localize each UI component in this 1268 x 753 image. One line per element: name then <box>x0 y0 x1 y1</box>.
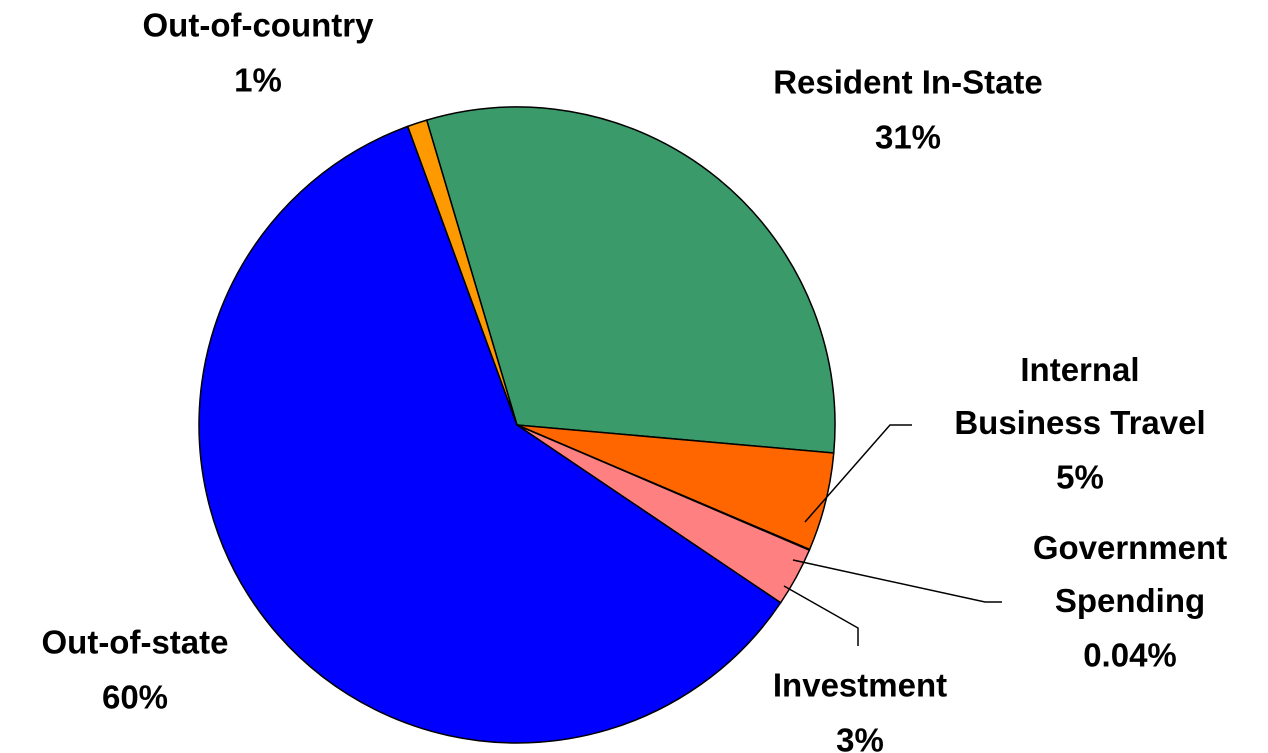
leader-lines <box>783 424 1002 646</box>
slice-value-label: 3% <box>836 722 884 753</box>
slice-label: Government Spending <box>1033 529 1227 619</box>
leader-line <box>783 585 859 646</box>
slice-value-label: 60% <box>102 679 168 716</box>
label-line: Business Travel <box>954 404 1205 441</box>
leader-line <box>804 424 912 523</box>
slice-label: Resident In-State <box>773 64 1043 101</box>
pie-slice <box>406 119 518 426</box>
label-line: Internal <box>1020 351 1139 388</box>
slice-label: Out-of-country <box>143 7 375 44</box>
slice-label: Internal Business Travel <box>954 351 1205 441</box>
slice-value-label: 1% <box>234 62 282 99</box>
pie-slice <box>198 125 782 744</box>
slice-value-label: 0.04% <box>1083 637 1177 674</box>
pie <box>198 106 836 744</box>
label-line: Government <box>1033 529 1227 566</box>
slice-value-label: 31% <box>875 119 941 156</box>
labels: Resident In-State 31% Internal Business Tra… <box>42 7 1228 753</box>
slice-value-label: 5% <box>1056 459 1104 496</box>
label-line: Spending <box>1055 582 1205 619</box>
pie-slice <box>425 106 836 454</box>
leader-line <box>792 559 1002 603</box>
slice-label: Out-of-state <box>42 624 229 661</box>
slice-label: Investment <box>773 667 947 704</box>
